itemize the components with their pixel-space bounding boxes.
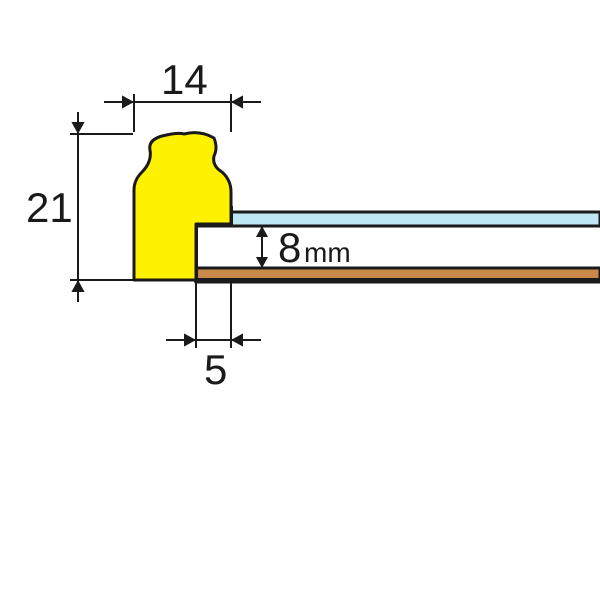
glass-bar bbox=[196, 212, 600, 226]
dim-label-width: 14 bbox=[161, 56, 208, 103]
dim-label-gap: 8 bbox=[278, 224, 301, 271]
dim-label-gap-unit: mm bbox=[304, 237, 351, 268]
dim-label-rabbet: 5 bbox=[204, 346, 227, 393]
dim-label-height: 21 bbox=[26, 184, 73, 231]
moulding-profile bbox=[134, 133, 231, 280]
